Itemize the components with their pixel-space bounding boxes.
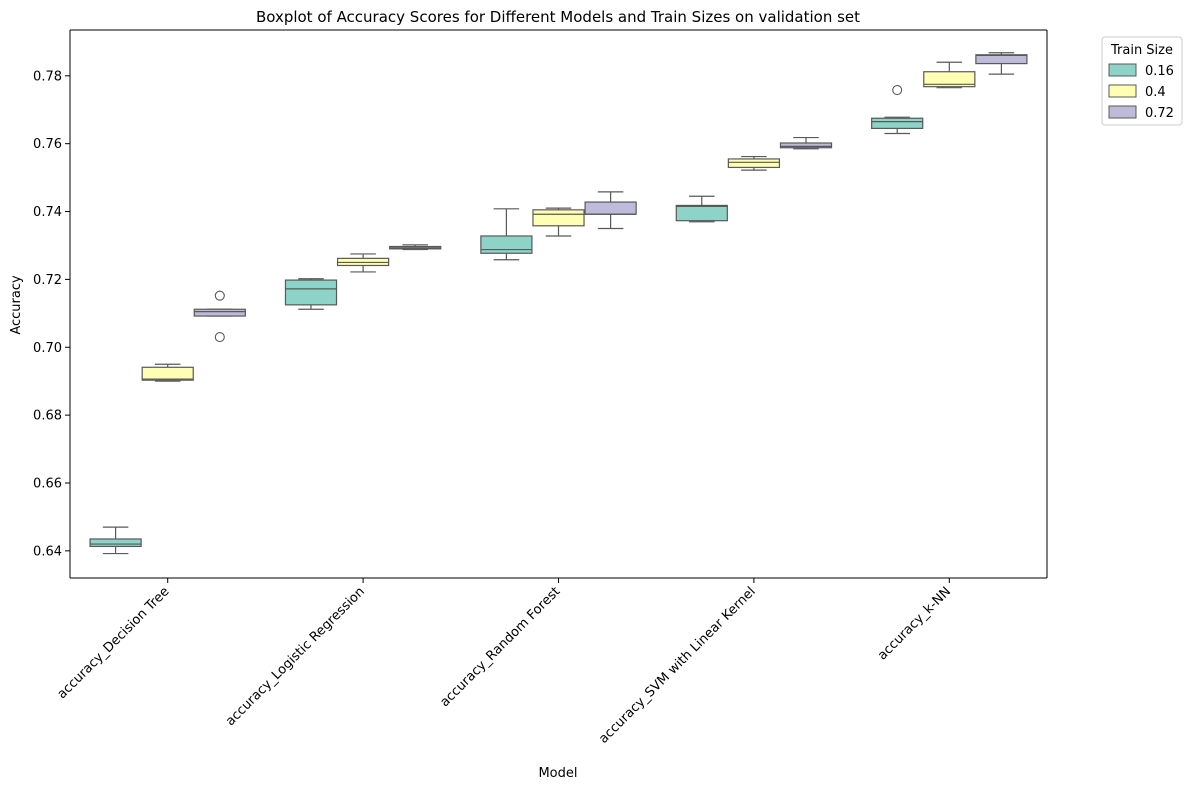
y-tick-label: 0.76 [33,137,62,152]
y-tick-label: 0.64 [33,544,62,559]
box-iqr [975,54,1028,65]
legend-entry-label: 0.16 [1145,64,1174,79]
outlier-point [892,85,903,96]
box-group [284,278,338,310]
plot-area [69,29,1048,579]
box-iqr [284,279,338,306]
box-iqr [675,204,728,222]
legend-title: Train Size [1110,43,1173,58]
box-group [389,244,442,251]
box-iqr [193,308,246,317]
box-iqr [584,201,637,215]
y-tick-label: 0.72 [33,273,62,288]
x-axis-label: Model [538,766,577,781]
box-iqr [89,538,142,548]
x-tick-label: accuracy_Logistic Regression [223,584,368,729]
box-group [480,208,533,261]
y-axis-label: Accuracy [9,275,24,335]
box-iqr [923,71,976,88]
y-tick-label: 0.74 [33,205,62,220]
box-iqr [871,117,924,130]
box-group [141,363,194,382]
box-group [584,191,637,230]
box-group [532,207,585,237]
y-tick-label: 0.66 [33,476,62,491]
chart-title: Boxplot of Accuracy Scores for Different… [256,8,860,26]
box-iqr [480,235,533,254]
x-tick-label: accuracy_Decision Tree [55,584,173,702]
box-group [923,61,976,89]
x-tick-label: accuracy_Random Forest [437,584,563,710]
y-tick-label: 0.70 [33,341,62,356]
y-axis: 0.64 0.66 0.68 0.70 0.72 0.74 0.76 0.78 [33,69,70,559]
box-iqr [779,142,833,149]
legend-swatch [1108,105,1137,119]
y-tick-label: 0.68 [33,409,62,424]
box-group [871,85,924,135]
box-group [779,136,833,150]
box-iqr [141,366,194,381]
box-group [336,253,390,273]
box-group [727,155,781,171]
outlier-point [214,290,225,301]
x-tick-label: accuracy_k-NN [875,584,954,663]
legend-swatch [1108,84,1137,98]
box-group [675,195,728,223]
box-group [975,52,1028,75]
box-iqr [532,209,585,227]
legend-frame [1101,36,1183,126]
y-tick-label: 0.78 [33,69,62,84]
legend-entry-label: 0.4 [1145,85,1166,100]
box-group [89,526,142,555]
box-group [193,290,246,343]
outlier-point [214,332,225,343]
x-axis: accuracy_Decision Tree accuracy_Logistic … [55,578,954,747]
legend-entry-label: 0.72 [1145,106,1174,121]
box-iqr [727,158,781,169]
x-tick-label: accuracy_SVM with Linear Kernel [596,584,758,746]
legend-swatch [1108,63,1137,77]
legend: Train Size 0.16 0.4 0.72 [1101,36,1183,126]
